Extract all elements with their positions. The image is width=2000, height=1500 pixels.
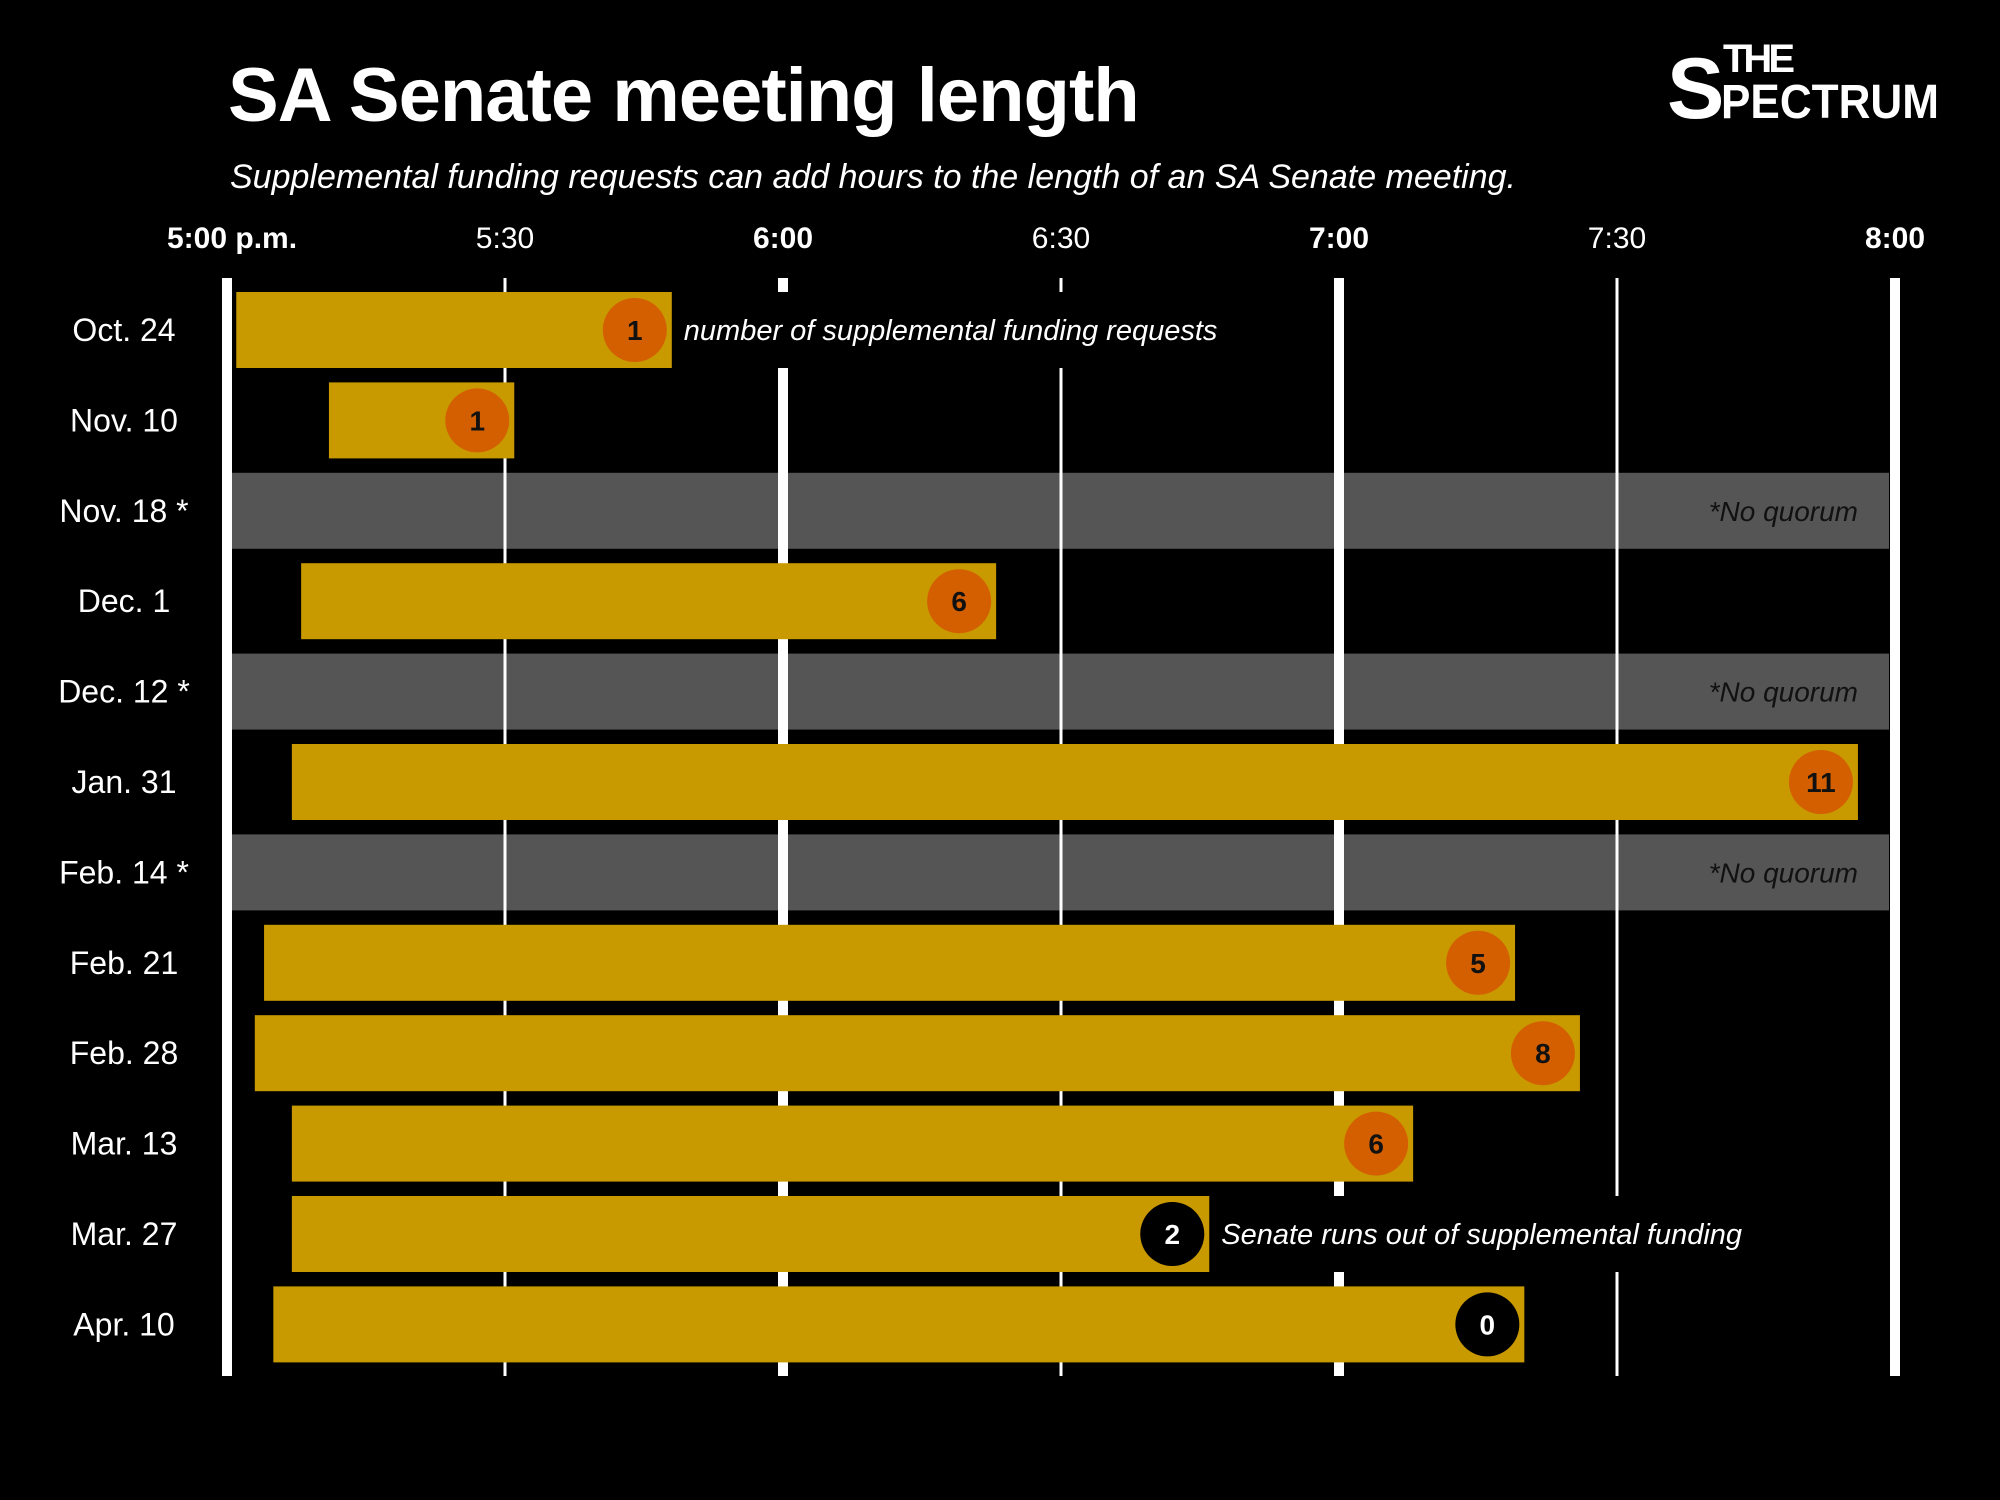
annotation-bg: [677, 292, 1278, 368]
gridline: [1059, 278, 1063, 1376]
meeting-bar: [254, 1015, 1580, 1092]
row-label: Dec. 1: [78, 583, 170, 619]
row-label: Feb. 14 *: [59, 854, 189, 890]
meeting-bar: [301, 563, 997, 640]
row-label: Mar. 27: [71, 1216, 178, 1252]
meeting-row: Mar. 27 2 Senate runs out of supplemental …: [71, 1196, 1806, 1272]
requests-count: 6: [1368, 1129, 1384, 1160]
gridline: [503, 278, 507, 1376]
svg-text:S: S: [1667, 41, 1724, 125]
x-tick-label: 7:00: [1309, 222, 1369, 255]
requests-count: 1: [469, 405, 485, 436]
meeting-row: Dec. 12 *: [58, 674, 190, 710]
requests-circle: [1455, 1292, 1520, 1357]
meeting-bar: [264, 924, 1516, 1001]
x-tick-label: 8:00: [1865, 222, 1925, 255]
x-tick-label: 5:00 p.m.: [167, 222, 297, 255]
annotation-bg: [1215, 1196, 1806, 1272]
requests-circle: [602, 298, 667, 362]
the-spectrum-logo: S THE PECTRUM: [1667, 37, 1939, 125]
gridline: [1615, 278, 1619, 1376]
requests-circle: [1788, 750, 1853, 814]
row-label: Apr. 10: [73, 1306, 174, 1342]
gridline: [778, 278, 788, 1376]
meeting-row: Jan. 31 11: [72, 744, 1858, 820]
row-label: Nov. 18 *: [59, 493, 188, 529]
requests-circle: [1510, 1021, 1575, 1086]
row-label: Oct. 24: [72, 312, 175, 348]
meeting-row: Nov. 18 *: [59, 493, 188, 529]
requests-circle: [927, 569, 992, 634]
x-tick-label: 7:30: [1588, 222, 1646, 255]
row-label: Feb. 21: [70, 945, 179, 981]
gridline: [1890, 278, 1900, 1376]
meeting-row: Apr. 10 0: [73, 1286, 1525, 1363]
requests-count: 1: [627, 315, 643, 346]
meeting-bar: [291, 1196, 1210, 1272]
gridline: [222, 278, 232, 1376]
requests-count: 11: [1806, 767, 1836, 798]
x-tick-label: 5:30: [476, 222, 534, 255]
row-label: Dec. 12 *: [58, 674, 190, 710]
meeting-row: Mar. 13 6: [71, 1105, 1414, 1182]
meeting-row: Feb. 14 *: [59, 854, 189, 890]
meeting-row: Dec. 1 6: [78, 563, 997, 640]
meeting-row: Feb. 28 8: [70, 1015, 1580, 1092]
meeting-bar: [291, 744, 1858, 820]
x-tick-label: 6:00: [753, 222, 813, 255]
meeting-row: Nov. 10 1: [70, 382, 515, 459]
annotation-text: number of supplemental funding requests: [684, 315, 1218, 347]
chart-title: SA Senate meeting length: [228, 53, 1140, 138]
requests-count: 6: [951, 586, 967, 617]
annotation-text: Senate runs out of supplemental funding: [1221, 1219, 1742, 1251]
row-label: Feb. 28: [70, 1035, 179, 1071]
requests-circle: [1344, 1111, 1409, 1176]
no-quorum-label: *No quorum: [1709, 496, 1858, 527]
meeting-row: Feb. 21 5: [70, 924, 1516, 1001]
requests-circle: [1140, 1202, 1205, 1266]
chart-subtitle: Supplemental funding requests can add ho…: [230, 158, 1516, 196]
requests-count: 0: [1480, 1309, 1496, 1340]
requests-count: 5: [1470, 948, 1486, 979]
no-quorum-label: *No quorum: [1709, 677, 1858, 708]
no-quorum-label: *No quorum: [1709, 857, 1858, 888]
row-label: Nov. 10: [70, 402, 178, 438]
meeting-bar: [273, 1286, 1525, 1363]
svg-text:THE: THE: [1723, 37, 1795, 81]
row-label: Jan. 31: [72, 764, 177, 800]
requests-circle: [445, 388, 510, 453]
row-label: Mar. 13: [71, 1126, 178, 1162]
requests-count: 2: [1164, 1219, 1180, 1250]
x-tick-label: 6:30: [1032, 222, 1090, 255]
requests-count: 8: [1535, 1038, 1551, 1069]
svg-text:PECTRUM: PECTRUM: [1721, 76, 1939, 125]
meeting-bar: [236, 292, 672, 368]
meeting-bar: [291, 1105, 1414, 1182]
gridline: [1334, 278, 1344, 1376]
requests-circle: [1446, 930, 1511, 995]
meeting-row: Oct. 24 1 number of supplemental funding r…: [72, 292, 1278, 368]
